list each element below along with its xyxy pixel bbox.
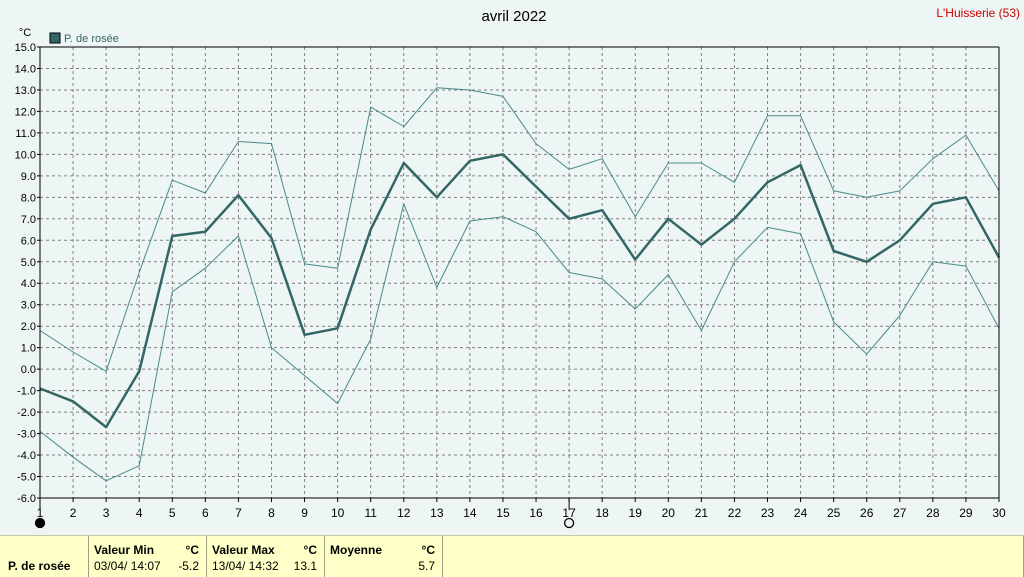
x-tick-label: 28 <box>926 506 940 520</box>
y-tick-label: 0.0 <box>21 364 36 376</box>
x-tick-label: 11 <box>364 506 377 520</box>
x-tick-label: 21 <box>695 506 709 520</box>
y-tick-label: -3.0 <box>17 429 36 441</box>
max-date: 13/04/ 14:32 <box>212 559 279 573</box>
y-axis-unit: °C <box>19 27 31 39</box>
y-tick-label: 13.0 <box>15 85 36 97</box>
x-tick-label: 4 <box>136 506 143 520</box>
x-tick-label: 26 <box>860 506 874 520</box>
y-tick-label: 6.0 <box>21 235 36 247</box>
max-value: 13.1 <box>293 559 317 573</box>
y-tick-label: 15.0 <box>15 42 36 54</box>
max-cell: Valeur Max °C 13/04/ 14:32 13.1 <box>206 536 323 577</box>
y-tick-label: 12.0 <box>15 106 36 118</box>
y-tick-label: 2.0 <box>21 321 36 333</box>
chart-title: avril 2022 <box>481 8 546 25</box>
y-tick-label: 8.0 <box>21 192 36 204</box>
y-tick-label: 3.0 <box>21 300 36 312</box>
x-tick-label: 24 <box>794 506 808 520</box>
y-tick-label: 11.0 <box>15 128 36 140</box>
series-line-range <box>39 87 1000 372</box>
x-tick-label: 8 <box>268 506 275 520</box>
series-line-main <box>39 153 1001 429</box>
max-header: Valeur Max <box>212 543 275 557</box>
x-tick-label: 10 <box>331 506 345 520</box>
x-tick-label: 6 <box>202 506 209 520</box>
min-header: Valeur Min <box>94 543 155 557</box>
x-tick-label: 22 <box>728 506 742 520</box>
max-unit: °C <box>303 543 317 557</box>
legend-swatch <box>49 32 61 44</box>
x-tick-label: 12 <box>397 506 411 520</box>
min-unit: °C <box>185 543 199 557</box>
avg-unit: °C <box>421 543 435 557</box>
x-tick-label: 5 <box>169 506 176 520</box>
station-name: L'Huisserie (53) <box>936 6 1020 20</box>
y-tick-label: 9.0 <box>21 171 36 183</box>
x-tick-label: 15 <box>496 506 510 520</box>
x-tick-label: 2 <box>70 506 77 520</box>
avg-cell: Moyenne °C 5.7 <box>324 536 441 577</box>
full-moon-icon <box>563 517 575 529</box>
x-tick-label: 29 <box>959 506 973 520</box>
x-tick-label: 23 <box>761 506 775 520</box>
y-tick-label: 1.0 <box>21 343 36 355</box>
series-line-range <box>39 203 1000 482</box>
y-tick-label: -2.0 <box>17 407 36 419</box>
x-tick-label: 25 <box>827 506 841 520</box>
y-tick-label: -1.0 <box>17 386 36 398</box>
new-moon-icon <box>34 517 46 529</box>
y-tick-label: -6.0 <box>17 493 36 505</box>
empty-cell <box>442 536 1024 577</box>
avg-value: 5.7 <box>418 559 435 573</box>
y-tick-label: 4.0 <box>21 278 36 290</box>
x-tick-label: 7 <box>235 506 242 520</box>
x-tick-label: 19 <box>629 506 643 520</box>
x-tick-label: 17 <box>562 506 576 520</box>
min-cell: Valeur Min °C 03/04/ 14:07 -5.2 <box>88 536 205 577</box>
chart: avril 2022 L'Huisserie (53) °C P. de ros… <box>15 6 1020 529</box>
param-label: P. de rosée <box>8 559 71 573</box>
y-tick-label: -4.0 <box>17 450 36 462</box>
y-tick-label: 7.0 <box>21 214 36 226</box>
x-tick-label: 3 <box>103 506 110 520</box>
y-tick-label: 10.0 <box>15 149 36 161</box>
x-tick-label: 16 <box>529 506 543 520</box>
legend-label: P. de rosée <box>64 33 119 45</box>
min-value: -5.2 <box>178 559 199 573</box>
x-tick-label: 18 <box>595 506 609 520</box>
y-tick-label: 14.0 <box>15 63 36 75</box>
x-tick-label: 20 <box>662 506 676 520</box>
stats-footer: P. de rosée Valeur Min °C 03/04/ 14:07 -… <box>0 535 1024 577</box>
x-tick-label: 9 <box>301 506 308 520</box>
x-tick-label: 27 <box>893 506 907 520</box>
x-tick-label: 1 <box>37 506 44 520</box>
avg-header: Moyenne <box>330 543 383 557</box>
y-tick-label: 5.0 <box>21 257 36 269</box>
x-tick-label: 14 <box>463 506 477 520</box>
x-tick-label: 30 <box>992 506 1006 520</box>
y-tick-label: -5.0 <box>17 472 36 484</box>
x-tick-label: 13 <box>430 506 444 520</box>
min-date: 03/04/ 14:07 <box>94 559 161 573</box>
